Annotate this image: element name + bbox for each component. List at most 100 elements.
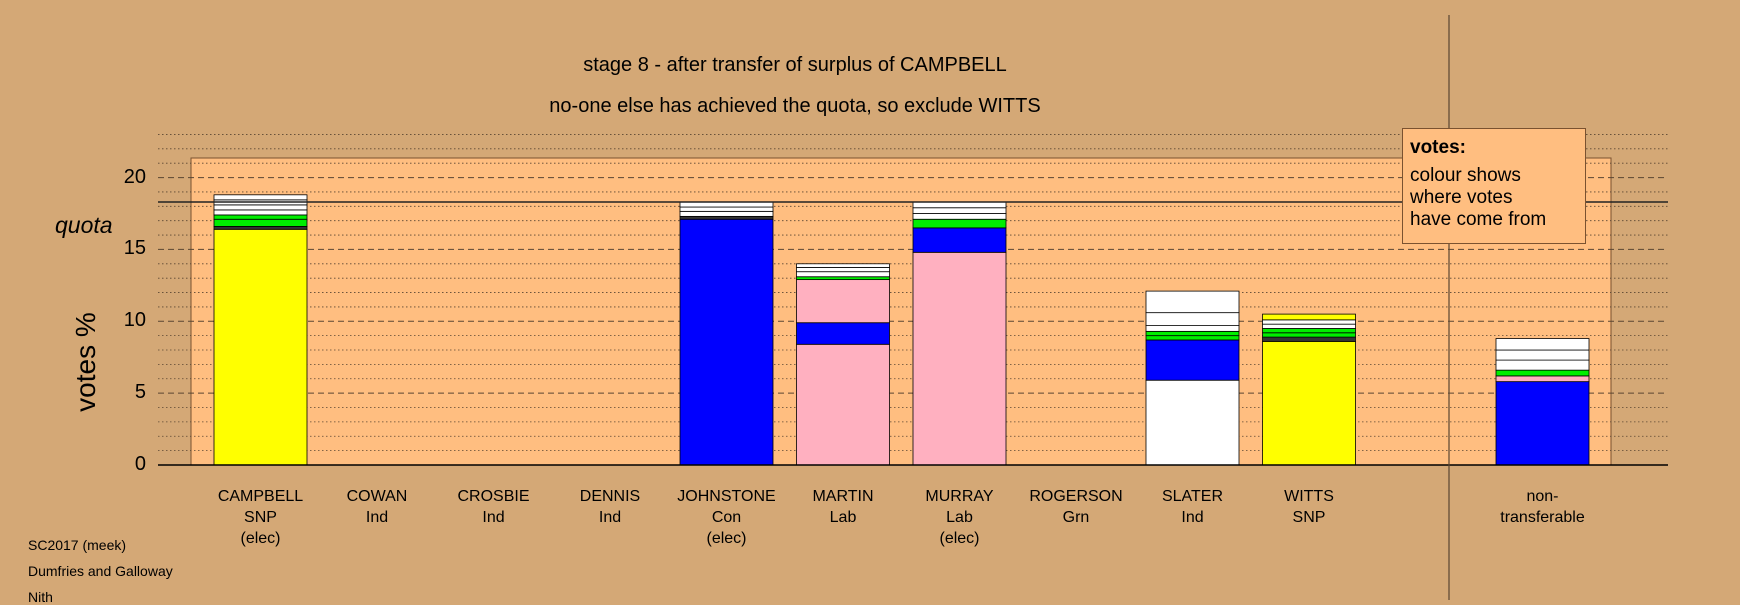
bar-segment	[679, 206, 774, 212]
bar-segment	[1495, 369, 1590, 377]
plot-area	[190, 157, 1612, 466]
legend: votes: colour shows where votes have com…	[1402, 128, 1586, 244]
bar-segment	[213, 228, 308, 466]
bar-segment	[912, 218, 1007, 229]
candidate-note: (elec)	[939, 530, 980, 547]
candidate-name: ROGERSON	[1029, 488, 1123, 505]
bar-segment	[213, 209, 308, 216]
bar-segment	[912, 227, 1007, 253]
candidate-label: JOHNSTONE Con (elec)	[667, 486, 787, 549]
y-tick-label: 5	[134, 381, 146, 404]
bar-segment	[1262, 336, 1356, 342]
bar-segment	[1145, 290, 1240, 314]
chart-title: stage 8 - after transfer of surplus of C…	[583, 54, 1007, 76]
bar-segment	[1495, 349, 1590, 361]
bar-segment	[1262, 313, 1356, 321]
bar-segment	[796, 322, 890, 345]
candidate-party: SNP	[1292, 509, 1326, 526]
candidate-name: COWAN	[346, 488, 408, 505]
bar-segment	[1262, 328, 1356, 334]
candidate-name: CAMPBELL	[217, 488, 304, 505]
candidate-label: non-transferable	[1483, 486, 1603, 528]
candidate-party: Grn	[1062, 509, 1090, 526]
bar-segment	[912, 251, 1007, 466]
candidate-label: CAMPBELL SNP (elec)	[201, 486, 321, 549]
bar-segment	[1145, 325, 1240, 332]
candidate-name: JOHNSTONE	[677, 488, 776, 505]
bar-segment	[796, 263, 890, 268]
bar-segment	[796, 343, 890, 466]
candidate-label: MARTIN Lab	[783, 486, 903, 528]
candidate-party: Lab	[946, 509, 973, 526]
candidate-note: (elec)	[240, 530, 281, 547]
candidate-party: SNP	[244, 509, 277, 526]
y-tick-label: 20	[123, 165, 146, 188]
bar-segment	[213, 204, 308, 211]
bar-segment	[912, 213, 1007, 220]
bar-segment	[213, 194, 308, 201]
bar-segment	[679, 215, 774, 220]
info-council: Dumfries and Galloway	[28, 563, 173, 579]
candidate-label: CROSBIE Ind	[434, 486, 554, 528]
bar-segment	[912, 207, 1007, 214]
candidate-party: Ind	[1181, 509, 1204, 526]
candidate-name: DENNIS	[579, 488, 641, 505]
quota-label: quota	[55, 212, 113, 238]
bar-segment	[1262, 341, 1356, 466]
bar-segment	[1145, 312, 1240, 326]
bar-segment	[1495, 375, 1590, 383]
bar-segment	[796, 266, 890, 273]
bar-segment	[1495, 381, 1590, 466]
candidate-label: WITTS SNP	[1249, 486, 1369, 528]
candidate-name: MARTIN	[812, 488, 874, 505]
bar-segment	[213, 214, 308, 220]
y-tick-label: 15	[123, 237, 146, 260]
legend-title: votes:	[1410, 137, 1466, 158]
candidate-label: MURRAY Lab (elec)	[900, 486, 1020, 549]
bar-segment	[1495, 359, 1590, 371]
candidate-party: Lab	[829, 509, 857, 526]
bar-segment	[1495, 338, 1590, 351]
info-ward: Nith	[28, 589, 53, 605]
candidate-name: MURRAY	[925, 488, 994, 505]
bar-segment	[796, 279, 890, 324]
bar-segment	[1262, 319, 1356, 325]
candidate-party: Ind	[365, 509, 389, 526]
candidate-label: SLATER Ind	[1133, 486, 1253, 528]
chart-subtitle: no-one else has achieved the quota, so e…	[549, 95, 1041, 117]
candidate-name: CROSBIE	[457, 488, 530, 505]
candidate-label: ROGERSON Grn	[1016, 486, 1136, 528]
info-election: SC2017 (meek)	[28, 537, 127, 553]
bar-segment	[796, 276, 890, 281]
candidate-name: non-	[1526, 488, 1559, 505]
bar-segment	[1145, 330, 1240, 337]
candidate-party: transferable	[1500, 509, 1585, 526]
y-tick-label: 10	[123, 309, 146, 332]
candidate-label: DENNIS Ind	[550, 486, 670, 528]
candidate-name: WITTS	[1284, 488, 1334, 505]
bar-segment	[912, 201, 1007, 209]
candidate-party: Con	[711, 509, 742, 526]
bar-segment	[1145, 339, 1240, 381]
y-axis-label: votes %	[70, 312, 101, 412]
candidate-party: Ind	[598, 509, 622, 526]
candidate-note: (elec)	[706, 530, 747, 547]
bar-segment	[679, 201, 774, 208]
legend-line: have come from	[1410, 209, 1547, 230]
bar-segment	[1262, 332, 1356, 338]
bar-segment	[1262, 323, 1356, 329]
bar-segment	[796, 271, 890, 278]
bar-segment	[213, 218, 308, 227]
bar-segment	[1145, 379, 1240, 466]
bar-segment	[679, 210, 774, 217]
candidate-name: SLATER	[1161, 488, 1224, 505]
bar-segment	[213, 226, 308, 230]
legend-line: colour shows	[1410, 165, 1521, 186]
bar-segment	[1145, 335, 1240, 341]
legend-line: where votes	[1410, 187, 1513, 208]
candidate-party: Ind	[482, 509, 505, 526]
bar-segment	[679, 218, 774, 466]
y-tick-label: 0	[134, 453, 146, 475]
candidate-label: COWAN Ind	[317, 486, 437, 528]
